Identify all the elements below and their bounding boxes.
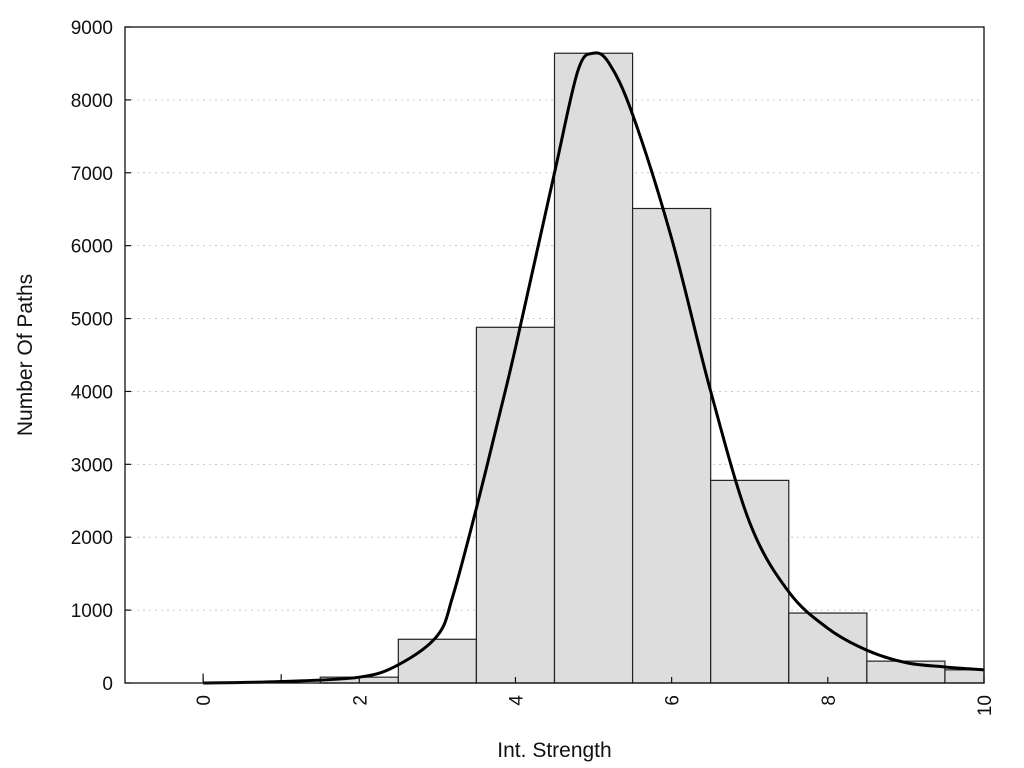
histogram-bar (866, 660, 946, 684)
y-axis-title: Number Of Paths (14, 274, 37, 436)
x-tick-label: 10 (975, 695, 996, 716)
x-tick-label: 0 (194, 695, 215, 706)
y-tick-label: 1000 (71, 601, 113, 622)
histogram-bar (788, 612, 868, 684)
histogram-bars (202, 52, 985, 684)
y-tick-label: 5000 (71, 310, 113, 331)
x-axis-title: Int. Strength (497, 739, 611, 762)
y-tick-label: 6000 (71, 237, 113, 258)
y-tick-label: 8000 (71, 91, 113, 112)
histogram-bar (553, 52, 634, 684)
histogram-bar (475, 326, 556, 684)
y-tick-label: 3000 (71, 455, 113, 476)
x-tick-label: 8 (819, 695, 840, 706)
y-tick-label: 9000 (71, 18, 113, 39)
y-tick-label: 4000 (71, 382, 113, 403)
y-tick-label: 7000 (71, 164, 113, 185)
grid-lines (125, 99, 984, 611)
histogram-bar (944, 669, 985, 684)
histogram-bar (397, 638, 478, 684)
histogram-bar (710, 479, 790, 684)
x-tick-label: 4 (506, 695, 527, 706)
y-tick-label: 0 (102, 674, 113, 695)
x-tick-label: 6 (663, 695, 684, 706)
x-axis-ticks: 0 2 4 6 8 10 (194, 677, 996, 716)
histogram-bar (631, 207, 712, 684)
x-tick-label: 2 (350, 695, 371, 706)
y-tick-label: 2000 (71, 528, 113, 549)
fit-curve (203, 51, 985, 685)
plot-frame (124, 26, 985, 684)
y-axis-ticks: 0 1000 2000 3000 4000 5000 6000 7000 8000 9000 (71, 18, 131, 695)
